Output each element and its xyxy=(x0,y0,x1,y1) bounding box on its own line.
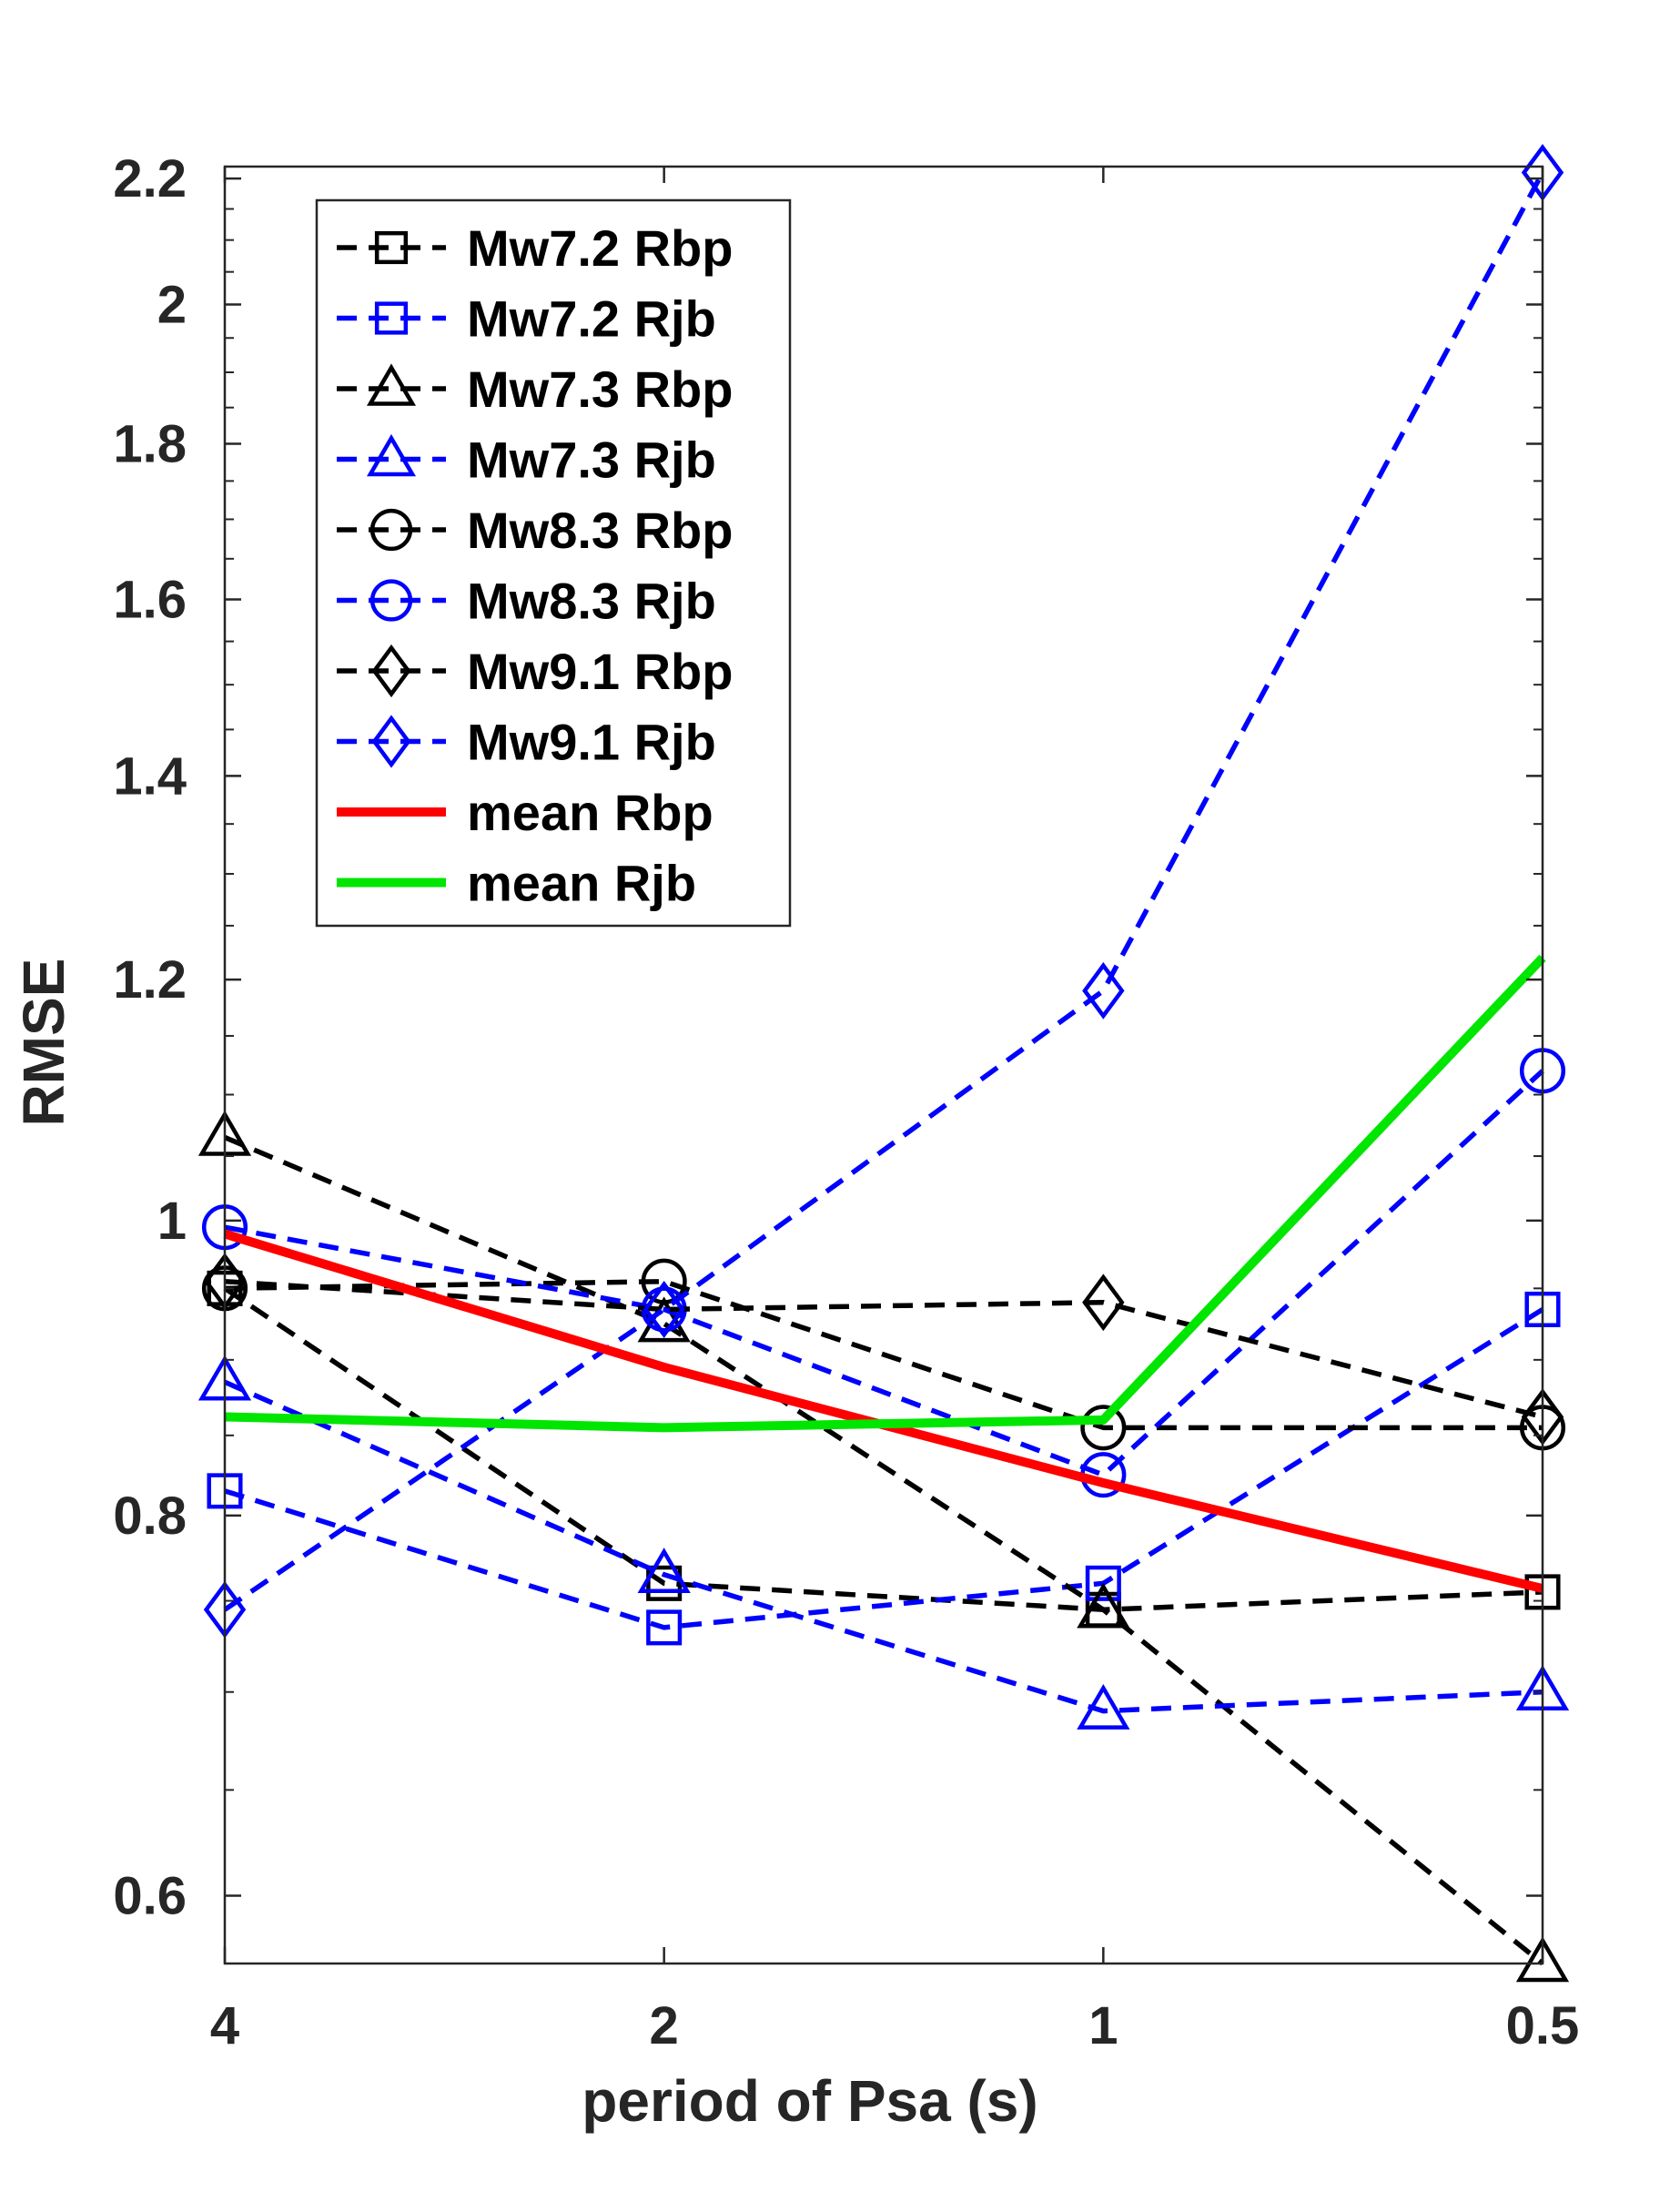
x-tick-label: 2 xyxy=(650,1996,679,2055)
y-axis-title: RMSE xyxy=(11,959,76,1127)
marker-diamond xyxy=(371,644,411,698)
series-line xyxy=(223,1286,1543,1613)
axes-layer: 4 2 1 0.5 0.6 0.8 1 1.2 1.4 1.6 1.8 2 2.2 xyxy=(113,149,1579,2055)
legend-item-mw9-1-rbp: Mw9.1 Rbp xyxy=(337,643,733,700)
x-tick-label: 0.5 xyxy=(1506,1996,1580,2055)
legend-item-mw9-1-rjb: Mw9.1 Rjb xyxy=(337,714,716,771)
legend-item-mean-rjb: mean Rjb xyxy=(337,855,696,912)
x-axis-title: period of Psa (s) xyxy=(582,2068,1037,2134)
marker-triangle xyxy=(366,433,417,477)
marker-triangle xyxy=(637,1548,691,1594)
marker-circle xyxy=(641,1258,687,1304)
legend-label: Mw9.1 Rbp xyxy=(467,643,733,700)
series-line xyxy=(223,1134,1544,1966)
marker-triangle xyxy=(1077,1582,1130,1629)
legend-label: Mw7.2 Rjb xyxy=(467,290,716,348)
marker-circle xyxy=(369,508,413,552)
legend-item-mw7-3-rjb: Mw7.3 Rjb xyxy=(337,431,716,489)
marker-triangle xyxy=(366,363,417,406)
marker-square xyxy=(1085,1565,1121,1601)
series-mean-rjb xyxy=(224,954,1546,1433)
marker-diamond xyxy=(643,1281,685,1338)
y-tick-label: 1 xyxy=(157,1192,187,1251)
marker-circle xyxy=(369,579,413,622)
legend-item-mean-rbp: mean Rbp xyxy=(337,784,713,841)
y-tick-label: 2 xyxy=(157,276,187,335)
legend-label: Mw7.3 Rjb xyxy=(467,431,716,489)
marker-diamond xyxy=(371,715,411,768)
legend-box xyxy=(315,198,792,928)
marker-triangle xyxy=(1077,1683,1130,1730)
marker-diamond xyxy=(1082,1274,1125,1332)
legend-item-mw8-3-rbp: Mw8.3 Rbp xyxy=(337,502,733,559)
plot-area-border xyxy=(223,165,1544,1965)
series-line xyxy=(223,1379,1543,1714)
y-tick-label: 2.2 xyxy=(113,149,187,208)
series-line xyxy=(224,1307,1544,1630)
marker-diamond xyxy=(1082,961,1125,1020)
y-tick-label: 0.6 xyxy=(113,1867,187,1926)
y-tick-label: 1.8 xyxy=(113,414,187,473)
legend-item-mw7-2-rjb: Mw7.2 Rjb xyxy=(337,290,716,348)
legend-label: mean Rbp xyxy=(467,784,713,841)
series-line xyxy=(224,1069,1544,1477)
y-tick-label: 1.4 xyxy=(113,746,187,806)
legend-item-mw7-3-rbp: Mw7.3 Rbp xyxy=(337,360,733,418)
marker-square xyxy=(374,301,409,335)
y-tick-label: 0.8 xyxy=(113,1487,187,1546)
series-layer xyxy=(197,144,1570,1983)
legend-item-mw7-2-rbp: Mw7.2 Rbp xyxy=(337,219,733,277)
marker-circle xyxy=(1080,1405,1127,1451)
legend-label: Mw7.2 Rbp xyxy=(467,219,733,277)
marker-square xyxy=(374,230,409,265)
y-tick-label: 1.2 xyxy=(113,950,187,1010)
legend: Mw7.2 Rbp Mw7.2 Rjb Mw7.3 Rbp Mw7.3 Rjb Mw8.… xyxy=(315,198,792,928)
legend-label: Mw8.3 Rjb xyxy=(467,573,716,630)
series-mw7-3-rjb xyxy=(197,1355,1570,1730)
series-line xyxy=(224,954,1546,1433)
y-tick-label: 1.6 xyxy=(113,570,187,629)
series-line xyxy=(223,171,1545,1612)
marker-square xyxy=(646,1565,683,1601)
series-mw9-1-rjb xyxy=(203,144,1564,1639)
legend-label: Mw8.3 Rbp xyxy=(467,502,733,559)
legend-item-mw8-3-rjb: Mw8.3 Rjb xyxy=(337,573,716,630)
legend-label: mean Rjb xyxy=(467,855,696,912)
series-line xyxy=(224,1278,1543,1431)
x-tick-label: 1 xyxy=(1088,1996,1118,2055)
marker-triangle xyxy=(1515,1936,1570,1983)
x-tick-label: 4 xyxy=(210,1996,239,2055)
marker-square xyxy=(646,1609,683,1646)
legend-label: Mw7.3 Rbp xyxy=(467,360,733,418)
legend-label: Mw9.1 Rjb xyxy=(467,714,716,771)
